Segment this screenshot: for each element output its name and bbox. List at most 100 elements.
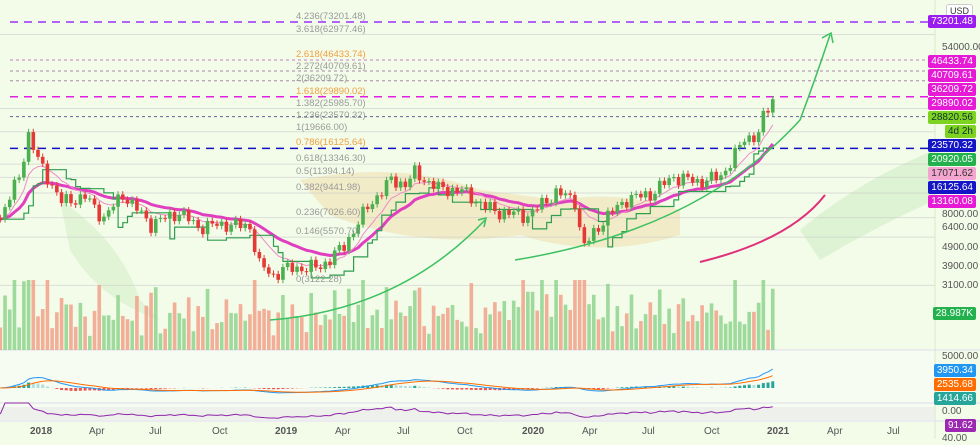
candle [446, 187, 450, 196]
volume-bar [328, 320, 332, 350]
fib-label: 0.382(9441.98) [296, 182, 360, 193]
candle [50, 184, 54, 185]
macd-histogram-bar [682, 387, 685, 388]
volume-bar [173, 303, 177, 350]
volume-bar [762, 280, 766, 350]
candle [639, 194, 643, 198]
volume-bar [455, 320, 459, 350]
candle [460, 189, 464, 192]
candle [479, 202, 483, 203]
macd-histogram-bar [451, 388, 454, 389]
candle [747, 135, 751, 141]
fib-label: 2.272(40709.61) [296, 61, 366, 72]
candle [13, 180, 17, 200]
candle [130, 200, 134, 204]
candle [583, 227, 587, 243]
volume-bar [225, 299, 229, 350]
volume-bar [64, 304, 68, 350]
volume-bar [366, 328, 370, 350]
candle [281, 267, 285, 280]
candle [474, 202, 478, 203]
macd-histogram-bar [479, 388, 482, 390]
time-tick: Apr [89, 426, 105, 437]
candle [649, 191, 653, 200]
volume-bar [719, 315, 723, 350]
candle [79, 194, 83, 204]
volume-bar [531, 292, 535, 350]
candle [225, 222, 229, 232]
candle [418, 165, 422, 180]
price-label: 73201.48 [928, 15, 976, 28]
candle [512, 212, 516, 215]
candle [385, 180, 389, 196]
price-tick: 6400.00 [942, 222, 978, 234]
volume-bar [710, 303, 714, 350]
candle [102, 217, 106, 222]
candle [470, 187, 474, 203]
volume-bar [427, 334, 431, 350]
macd-histogram-bar [409, 386, 412, 388]
macd-histogram-bar [738, 386, 741, 388]
candle [743, 142, 747, 145]
volume-bar [724, 324, 728, 350]
macd-histogram-bar [286, 388, 289, 389]
macd-histogram-bar [484, 388, 487, 390]
candle [347, 237, 351, 251]
volume-bar [601, 317, 605, 350]
time-tick: Apr [827, 426, 843, 437]
volume-bar [691, 315, 695, 350]
candle [196, 220, 200, 228]
volume-bar [258, 311, 262, 350]
volume-bar [432, 306, 436, 350]
volume-bar [465, 327, 469, 350]
macd-histogram-bar [621, 387, 624, 388]
volume-bar [201, 317, 205, 350]
macd-histogram-bar [140, 388, 143, 389]
volume-bar [253, 280, 257, 350]
candle [389, 177, 393, 181]
volume-bar [126, 319, 130, 350]
volume-bar [484, 308, 488, 350]
volume-bar [229, 313, 233, 350]
candle [126, 200, 130, 204]
macd-panel [0, 350, 935, 402]
volume-bar [380, 328, 384, 350]
candle [672, 177, 676, 178]
candle [752, 135, 756, 142]
candle [140, 211, 144, 212]
volume-bar [79, 303, 83, 350]
candle [41, 157, 45, 164]
rsi-label: 91.62 [945, 419, 976, 432]
volume-bar [479, 333, 483, 350]
candle [262, 258, 266, 267]
candle [502, 210, 506, 219]
volume-bar [215, 323, 219, 350]
volume-bar [163, 329, 167, 350]
price-label: 23570.32 [928, 139, 976, 152]
volume-bar [385, 287, 389, 350]
volume-bar [677, 304, 681, 350]
candle [112, 207, 116, 211]
fib-label: 0.5(11394.14) [296, 166, 354, 177]
candle [267, 267, 271, 273]
candle [295, 267, 299, 272]
volume-bar [545, 294, 549, 350]
time-tick: Oct [704, 426, 720, 437]
candle [465, 187, 469, 189]
volume-bar [757, 303, 761, 350]
volume-bar [413, 290, 417, 350]
volume-bar [573, 280, 577, 350]
candle [677, 177, 681, 185]
volume-bar [634, 328, 638, 350]
candle [0, 218, 2, 219]
volume-bar [738, 322, 742, 350]
volume-bar [309, 293, 313, 350]
volume-bar [437, 316, 441, 350]
volume-bar [512, 301, 516, 350]
volume-bar [611, 331, 615, 350]
time-tick: 2021 [767, 426, 789, 437]
candle [149, 218, 153, 232]
volume-bar [305, 332, 309, 350]
volume-bar [686, 321, 690, 350]
